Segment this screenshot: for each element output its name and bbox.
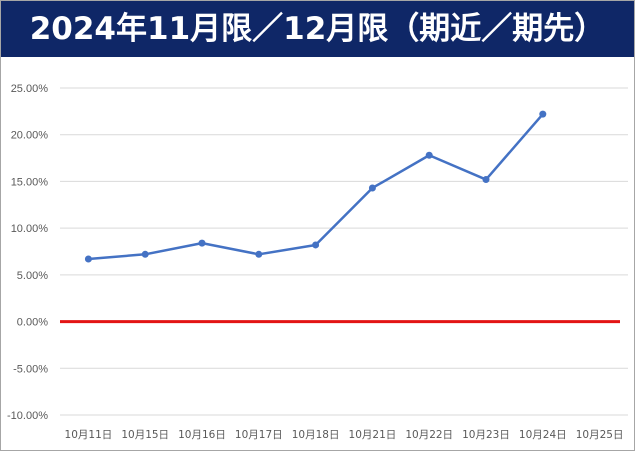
y-tick-label: 0.00% xyxy=(17,317,48,329)
x-tick-label: 10月15日 xyxy=(121,429,169,441)
x-tick-label: 10月24日 xyxy=(519,429,567,441)
y-tick-label: -10.00% xyxy=(7,410,48,422)
y-axis-ticks: 25.00% 20.00% 15.00% 10.00% 5.00% 0.00% -5.00%… xyxy=(7,83,48,422)
data-point xyxy=(255,250,263,258)
x-tick-label: 10月18日 xyxy=(292,429,340,441)
y-tick-label: 25.00% xyxy=(11,83,49,95)
x-tick-label: 10月22日 xyxy=(405,429,453,441)
data-point xyxy=(312,241,320,249)
data-point xyxy=(198,239,206,247)
x-tick-label: 10月16日 xyxy=(178,429,226,441)
y-tick-label: 20.00% xyxy=(11,130,49,142)
data-point xyxy=(368,184,376,192)
data-point xyxy=(141,250,149,258)
x-tick-label: 10月21日 xyxy=(349,429,397,441)
series-line xyxy=(88,113,544,261)
y-tick-label: 5.00% xyxy=(17,270,48,282)
x-tick-label: 10月23日 xyxy=(462,429,510,441)
x-tick-label: 10月11日 xyxy=(65,429,113,441)
y-tick-label: 15.00% xyxy=(11,176,49,188)
gridlines xyxy=(60,87,628,416)
title-banner: 2024年11月限／12月限（期近／期先） xyxy=(1,1,634,57)
x-tick-label: 10月25日 xyxy=(576,429,624,441)
chart-title: 2024年11月限／12月限（期近／期先） xyxy=(29,11,606,47)
y-tick-label: 10.00% xyxy=(11,223,49,235)
data-point xyxy=(425,151,433,159)
series-layer xyxy=(84,110,547,263)
x-axis-ticks: 10月11日 10月15日 10月16日 10月17日 10月18日 10月21日 10月2… xyxy=(65,429,624,441)
data-point xyxy=(539,110,547,118)
y-tick-label: -5.00% xyxy=(13,363,48,375)
data-point xyxy=(482,176,490,184)
data-point xyxy=(84,255,92,263)
x-tick-label: 10月17日 xyxy=(235,429,283,441)
